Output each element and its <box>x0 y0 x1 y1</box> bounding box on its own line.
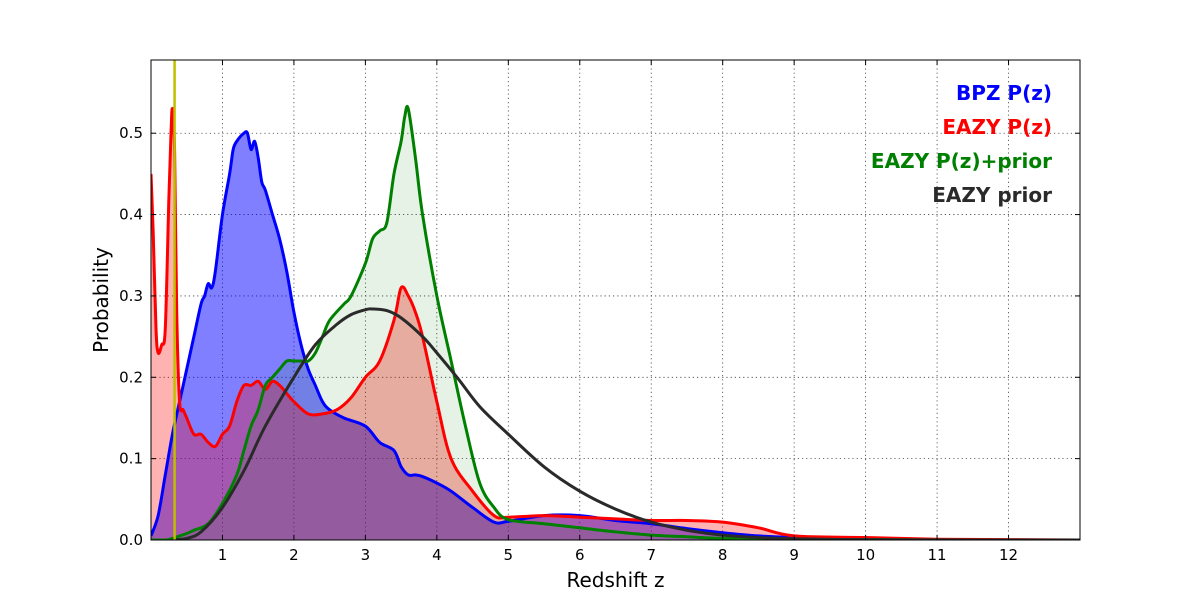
x-tick-label: 6 <box>575 546 585 564</box>
legend-entry-eazy-p-z-prior: EAZY P(z)+prior <box>871 149 1052 173</box>
y-tick-label: 0.4 <box>119 206 143 224</box>
grid-lines <box>151 60 1080 540</box>
y-tick-label: 0.3 <box>119 287 143 305</box>
x-tick-label: 1 <box>218 546 228 564</box>
x-tick-label: 12 <box>999 546 1018 564</box>
bpz-p-z-line <box>151 130 1080 540</box>
y-tick-label: 0.0 <box>119 531 143 549</box>
y-tick-label: 0.1 <box>119 450 143 468</box>
eazy-p-z-prior-line <box>151 104 1080 540</box>
legend-entry-bpz-p-z: BPZ P(z) <box>956 81 1052 105</box>
eazy-p-z-area <box>151 108 1080 540</box>
x-tick-label: 8 <box>718 546 728 564</box>
axis-ticks: 1 2 3 4 5 6 7 8 9 10 11 120.00.10.20.30.40.5 <box>119 60 1080 564</box>
bpz-p-z-area <box>151 131 1080 540</box>
legend: BPZ P(z) EAZY P(z) EAZY P(z)+prior EAZY pri… <box>871 81 1052 207</box>
eazy-p-z-prior-area <box>151 106 1080 540</box>
y-tick-label: 0.2 <box>119 368 143 386</box>
x-tick-label: 9 <box>789 546 799 564</box>
plot-frame <box>150 59 1081 541</box>
x-axis-label: Redshift z <box>566 568 664 592</box>
x-tick-label: 2 <box>289 546 299 564</box>
x-tick-label: 4 <box>432 546 442 564</box>
x-tick-label: 10 <box>856 546 875 564</box>
x-tick-label: 11 <box>928 546 947 564</box>
legend-entry-eazy-prior: EAZY prior <box>932 183 1052 207</box>
y-tick-label: 0.5 <box>119 124 143 142</box>
x-tick-label: 5 <box>504 546 514 564</box>
series-fills <box>151 106 1080 540</box>
x-tick-label: 7 <box>646 546 656 564</box>
x-tick-label: 3 <box>361 546 371 564</box>
legend-entry-eazy-p-z: EAZY P(z) <box>942 115 1052 139</box>
y-axis-label: Probability <box>89 247 113 353</box>
